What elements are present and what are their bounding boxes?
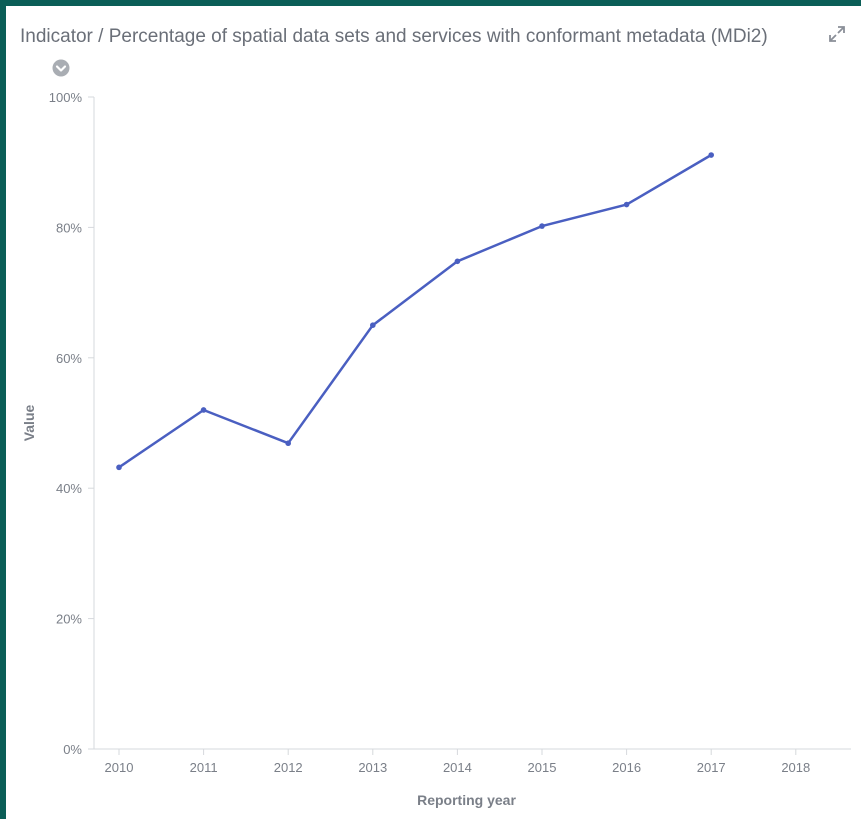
line-chart: 0% 20% 40% 60% 80% 100% 2010 2011 2012 2013 2014 2… bbox=[21, 90, 851, 808]
data-point bbox=[539, 223, 545, 229]
x-tick-label: 2017 bbox=[697, 760, 726, 775]
data-point bbox=[708, 152, 714, 158]
x-tick-label: 2012 bbox=[274, 760, 303, 775]
x-tick-label: 2013 bbox=[358, 760, 387, 775]
chart-panel: Indicator / Percentage of spatial data s… bbox=[6, 6, 861, 819]
y-axis-title: Value bbox=[21, 405, 37, 442]
data-point bbox=[200, 407, 207, 413]
x-tick-label: 2015 bbox=[528, 760, 557, 775]
expand-icon[interactable] bbox=[827, 24, 847, 44]
y-tick-label: 100% bbox=[49, 90, 83, 105]
data-point bbox=[623, 201, 630, 208]
data-point bbox=[285, 440, 292, 447]
data-point bbox=[116, 464, 122, 471]
data-point bbox=[454, 258, 461, 265]
y-tick-label: 0% bbox=[63, 742, 82, 757]
y-tick-label: 20% bbox=[56, 612, 82, 627]
y-tick-label: 40% bbox=[56, 481, 82, 496]
x-tick-label: 2014 bbox=[443, 760, 472, 775]
y-tick-label: 80% bbox=[56, 220, 82, 235]
chevron-down-circle-icon[interactable] bbox=[52, 59, 70, 77]
y-tick-label: 60% bbox=[56, 351, 82, 366]
data-point bbox=[370, 322, 376, 329]
x-tick-label: 2018 bbox=[781, 760, 810, 775]
chart-panel-title: Indicator / Percentage of spatial data s… bbox=[20, 26, 768, 47]
x-tick-label: 2016 bbox=[612, 760, 641, 775]
x-tick-label: 2011 bbox=[190, 760, 218, 775]
series-line bbox=[118, 153, 712, 469]
x-tick-label: 2010 bbox=[105, 760, 134, 775]
x-axis-title: Reporting year bbox=[417, 792, 516, 808]
